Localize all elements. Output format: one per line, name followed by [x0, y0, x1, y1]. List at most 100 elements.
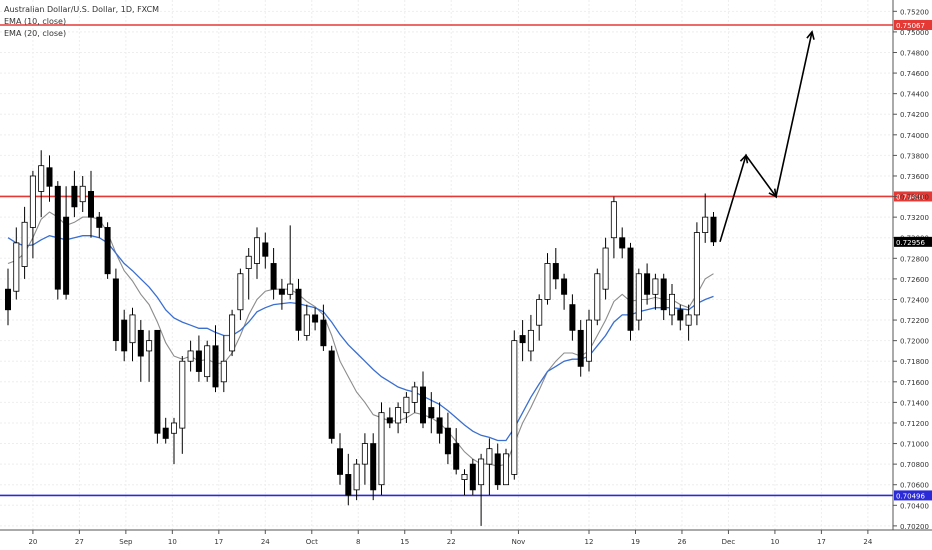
candle-up: [685, 314, 692, 326]
candle-down: [345, 474, 352, 496]
y-tick-label: 0.72600: [900, 276, 929, 284]
x-tick-label: 19: [631, 538, 640, 546]
candle-up: [544, 263, 551, 300]
candle-up: [486, 448, 493, 465]
candle-up: [702, 216, 709, 233]
candle-down: [328, 350, 335, 439]
candle-up: [179, 360, 186, 429]
candle-up: [13, 242, 20, 292]
candle-down: [88, 191, 95, 218]
x-tick-label: 24: [863, 538, 872, 546]
x-tick-label: Dec: [722, 538, 736, 546]
candle-down: [660, 278, 667, 311]
x-tick-label: 17: [214, 538, 223, 546]
candle-up: [395, 407, 402, 424]
projection-line: [719, 31, 813, 243]
candle-up: [220, 360, 227, 383]
candle-up: [353, 463, 360, 491]
projection-arrow: [719, 30, 815, 243]
x-tick-label: 10: [168, 538, 177, 546]
y-tick-label: 0.71400: [900, 399, 929, 407]
x-tick-label: 24: [261, 538, 270, 546]
candle-up: [170, 422, 177, 434]
candle-down: [569, 304, 576, 331]
y-tick-label: 0.74200: [900, 111, 929, 119]
level-label: 0.70496: [896, 492, 925, 500]
level-label: 0.73401: [896, 193, 925, 201]
level-label-box: [894, 191, 932, 202]
candle-down: [644, 273, 651, 295]
projection-arrowhead: [768, 188, 778, 198]
candle-up: [669, 293, 676, 316]
x-tick-label: 17: [817, 538, 826, 546]
x-tick-label: 26: [677, 538, 686, 546]
chart-title: Australian Dollar/U.S. Dollar, 1D, FXCM: [4, 5, 160, 14]
x-tick-label: Sep: [119, 538, 133, 546]
candle-up: [187, 350, 194, 362]
candle-up: [303, 314, 310, 336]
candle-down: [370, 443, 377, 491]
x-tick-label: 22: [447, 538, 456, 546]
candle-down: [121, 319, 128, 352]
candle-up: [635, 273, 642, 321]
y-tick-label: 0.73400: [900, 194, 929, 202]
ema10-line: [7, 211, 714, 467]
candle-down: [162, 427, 169, 439]
price-axis: 0.75200 0.75000 0.74800 0.74600 0.74400 0.742…: [892, 0, 932, 531]
level-label-box: [894, 20, 932, 31]
candle-down: [444, 427, 451, 455]
x-tick-label: 12: [585, 538, 594, 546]
candle-up: [38, 165, 45, 192]
candle-up: [21, 221, 28, 267]
x-tick-label: 10: [770, 538, 779, 546]
candle-down: [386, 417, 393, 424]
candle-down: [54, 185, 61, 290]
ema-lines: [7, 211, 714, 467]
candle-up: [229, 314, 236, 352]
candle-up: [586, 319, 593, 362]
candle-up: [502, 453, 509, 486]
candles: [5, 150, 717, 526]
candle-up: [652, 278, 659, 295]
candle-down: [154, 329, 161, 434]
candle-up: [511, 340, 518, 475]
candle-up: [146, 340, 153, 352]
candle-up: [361, 443, 368, 465]
candle-up: [287, 283, 294, 295]
candle-down: [336, 448, 343, 475]
x-tick-label: 20: [28, 538, 37, 546]
candle-down: [262, 242, 269, 257]
level-label: 0.75067: [896, 22, 925, 30]
ema20-line: [7, 235, 714, 442]
time-axis: 20 27 Sep 10 17 24 Oct 8 15 22 Nov 12 19 26 Dec 10 17 24: [0, 529, 932, 546]
candle-up: [610, 201, 617, 239]
candle-down: [46, 167, 53, 187]
candle-up: [403, 396, 410, 414]
projection-arrowhead: [739, 153, 749, 164]
chart-legend: Australian Dollar/U.S. Dollar, 1D, FXCM …: [4, 4, 159, 40]
y-tick-label: 0.72000: [900, 338, 929, 346]
candle-up: [693, 232, 700, 316]
candle-down: [137, 329, 144, 357]
candle-down: [436, 417, 443, 434]
x-tick-label: 8: [356, 538, 360, 546]
candle-down: [195, 350, 202, 372]
projection-arrowhead: [806, 30, 815, 40]
candle-up: [204, 345, 211, 378]
y-tick-label: 0.73800: [900, 152, 929, 160]
candle-up: [594, 273, 601, 321]
candle-up: [378, 412, 385, 486]
candle-down: [212, 345, 219, 388]
candle-down: [104, 227, 111, 275]
legend-ema20: EMA (20, close): [4, 29, 67, 38]
candle-down: [71, 185, 78, 208]
x-tick-label: Nov: [512, 538, 526, 546]
candle-down: [552, 263, 559, 280]
y-tick-label: 0.71600: [900, 379, 929, 387]
candle-down: [295, 288, 302, 331]
candle-up: [79, 185, 86, 203]
y-tick-label: 0.70800: [900, 461, 929, 469]
candle-up: [411, 386, 418, 403]
y-tick-label: 0.72200: [900, 317, 929, 325]
